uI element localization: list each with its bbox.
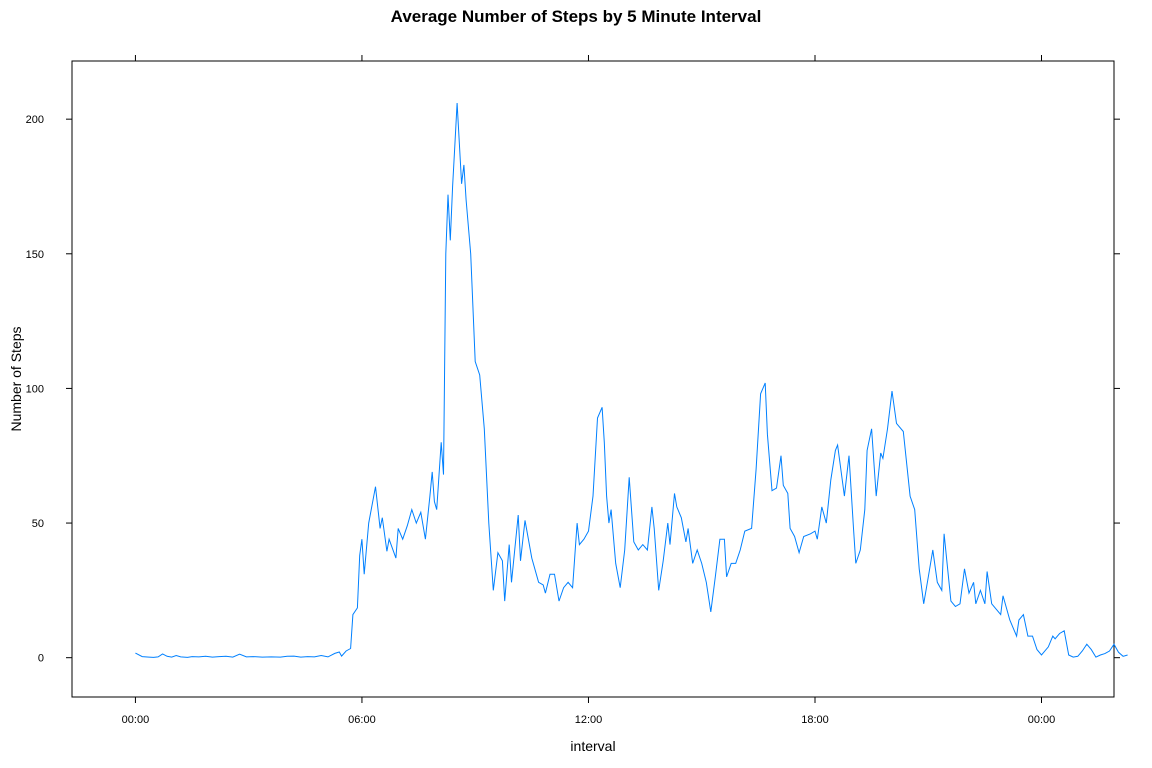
plot-frame [71,60,1115,698]
x-tick-label: 12:00 [575,714,603,726]
y-tick-label: 50 [32,518,44,530]
series-line [135,102,1128,658]
y-tick-label: 100 [26,383,44,395]
x-tick-label: 00:00 [1028,714,1056,726]
x-axis: 00:00 06:00 12:00 18:00 00:00 [122,55,1056,726]
x-tick-label: 00:00 [122,714,150,726]
x-tick-label: 06:00 [348,714,376,726]
y-axis: 0 50 100 150 200 [26,114,1120,665]
y-axis-label: Number of Steps [8,326,24,431]
x-axis-label: interval [570,738,615,754]
y-tick-label: 150 [26,249,44,261]
y-tick-label: 0 [38,653,44,665]
chart-title: Average Number of Steps by 5 Minute Inte… [391,7,762,26]
x-tick-label: 18:00 [801,714,829,726]
y-tick-label: 200 [26,114,44,126]
